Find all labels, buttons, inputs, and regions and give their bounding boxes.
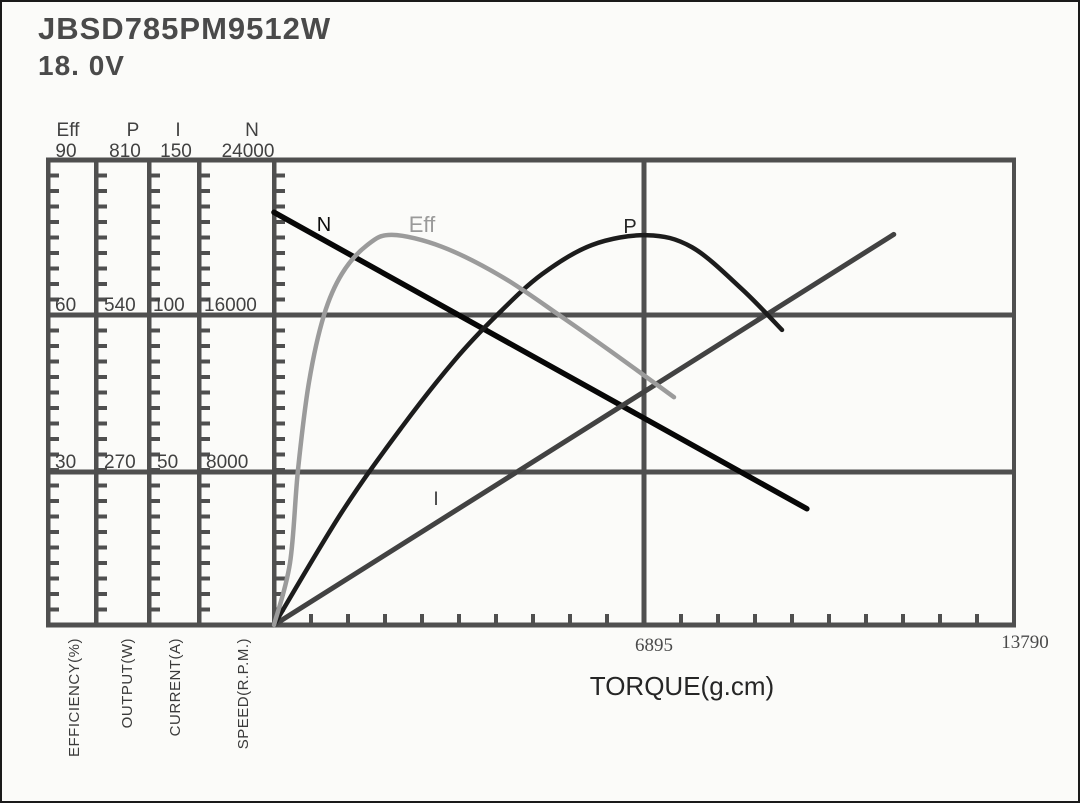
current-curve-label: I (433, 489, 438, 510)
eff-scale-top: 90 (55, 141, 76, 162)
speed-axis-name: SPEED(R.P.M.) (235, 638, 252, 749)
power-scale-low: 270 (104, 452, 136, 473)
efficiency-axis-name: EFFICIENCY(%) (66, 638, 83, 757)
power-curve-label: P (623, 216, 636, 238)
power-scale-symbol: P (127, 120, 140, 141)
power-scale-top: 810 (109, 141, 141, 162)
current-scale-top: 150 (160, 141, 192, 162)
speed-curve-label: N (317, 214, 331, 236)
speed-scale-mid: 16000 (204, 295, 257, 316)
eff-scale-mid: 60 (55, 295, 76, 316)
model-number: JBSD785PM9512W (38, 11, 332, 46)
torque-axis-title: TORQUE(g.cm) (590, 671, 774, 701)
speed-scale-top: 24000 (222, 141, 275, 162)
efficiency-curve (271, 232, 677, 628)
title-block: JBSD785PM9512W 18. 0V (38, 10, 331, 83)
current-scale-mid: 100 (153, 295, 185, 316)
speed-curve (271, 209, 810, 512)
torque-max-tick-label: 13790 (1001, 632, 1049, 653)
current-axis-name: CURRENT(A) (167, 638, 184, 736)
speed-scale-symbol: N (245, 120, 259, 141)
speed-scale-low: 8000 (206, 452, 248, 473)
torque-mid-tick-label: 6895 (635, 635, 673, 656)
eff-scale-symbol: Eff (57, 120, 81, 141)
power-scale-mid: 540 (104, 295, 136, 316)
eff-scale-low: 30 (55, 452, 76, 473)
test-voltage: 18. 0V (38, 50, 125, 82)
chart-grid-and-curves (45, 157, 1016, 628)
efficiency-curve-label: Eff (409, 212, 436, 237)
current-scale-low: 50 (157, 452, 178, 473)
output-axis-name: OUTPUT(W) (119, 638, 136, 728)
current-scale-symbol: I (175, 120, 180, 141)
current-curve (271, 231, 897, 628)
